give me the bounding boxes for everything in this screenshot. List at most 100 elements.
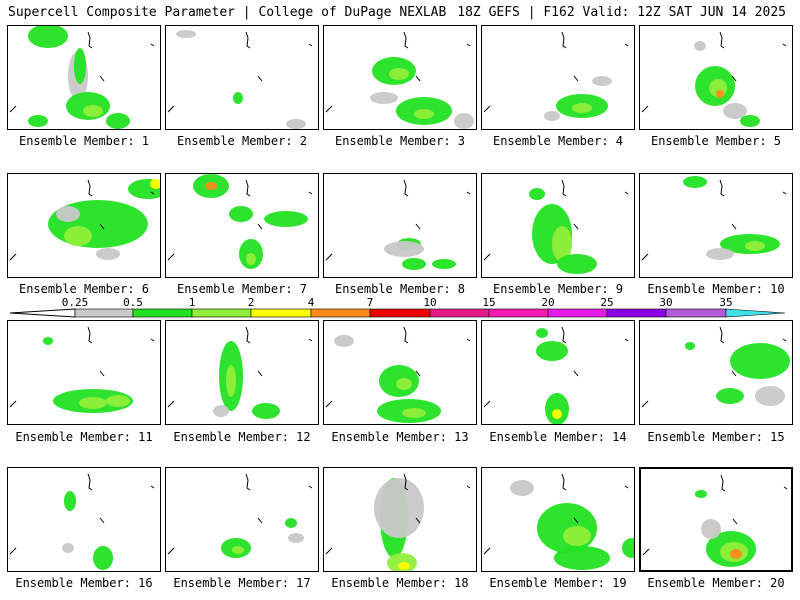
colorbar-tick-label: 0.25 xyxy=(61,296,89,309)
scp-contour xyxy=(414,109,434,119)
scp-contour xyxy=(552,409,562,419)
coastline xyxy=(624,191,629,195)
scp-contour xyxy=(64,226,92,246)
coastline xyxy=(325,400,333,408)
scp-contour xyxy=(716,388,744,404)
ensemble-panel[interactable] xyxy=(7,173,161,278)
colorbar-tick-label: 15 xyxy=(482,296,496,309)
ensemble-panel[interactable] xyxy=(165,320,319,425)
ensemble-panel[interactable] xyxy=(323,467,477,572)
coastline xyxy=(415,223,421,230)
scp-contour xyxy=(334,335,354,347)
coastline xyxy=(308,43,313,47)
ensemble-panel[interactable] xyxy=(323,320,477,425)
coastline xyxy=(641,253,649,261)
ensemble-panel[interactable] xyxy=(165,25,319,130)
ensemble-panel[interactable] xyxy=(7,25,161,130)
scp-contour xyxy=(723,103,747,119)
coastline xyxy=(731,223,737,230)
scp-contour xyxy=(510,480,534,496)
scp-contour xyxy=(402,258,426,270)
colorbar-swatch xyxy=(191,308,252,318)
scp-contour xyxy=(62,543,74,553)
ensemble-panel[interactable] xyxy=(481,467,635,572)
ensemble-panel[interactable] xyxy=(481,320,635,425)
coastline xyxy=(403,31,409,49)
page-title: Supercell Composite Parameter | College … xyxy=(8,5,447,20)
colorbar-tick-label: 20 xyxy=(541,296,555,309)
ensemble-panel[interactable] xyxy=(639,320,793,425)
coastline xyxy=(483,105,491,113)
ensemble-panel[interactable] xyxy=(481,25,635,130)
ensemble-panel[interactable] xyxy=(639,173,793,278)
scp-map xyxy=(325,326,471,423)
scp-contour xyxy=(93,546,113,570)
coastline xyxy=(561,179,567,197)
coastline xyxy=(150,338,155,342)
ensemble-panel[interactable] xyxy=(323,25,477,130)
coastline xyxy=(561,31,567,49)
scp-map xyxy=(167,473,313,558)
ensemble-member-label: Ensemble Member: 16 xyxy=(15,576,153,590)
coastline xyxy=(87,326,93,344)
coastline xyxy=(257,517,263,524)
coastline xyxy=(466,485,471,489)
coastline xyxy=(245,179,251,197)
scp-contour xyxy=(716,90,724,98)
coastline xyxy=(415,370,421,377)
scp-contour xyxy=(537,503,597,553)
scp-contour xyxy=(730,343,790,379)
scp-map xyxy=(167,326,313,419)
coastline xyxy=(731,75,737,82)
ensemble-panel[interactable] xyxy=(165,173,319,278)
scp-map xyxy=(9,26,155,129)
coastline xyxy=(99,223,105,230)
scp-contour xyxy=(545,393,569,424)
coastline xyxy=(403,473,409,491)
scp-map xyxy=(167,30,313,129)
scp-map xyxy=(325,473,471,571)
ensemble-member-label: Ensemble Member: 1 xyxy=(18,134,150,148)
scp-contour xyxy=(106,113,130,129)
scp-map xyxy=(641,326,790,408)
scp-contour xyxy=(370,92,398,104)
coastline xyxy=(308,191,313,195)
ensemble-member-label: Ensemble Member: 10 xyxy=(647,282,785,296)
coastline xyxy=(257,75,263,82)
scp-contour xyxy=(685,342,695,350)
scp-contour xyxy=(285,518,297,528)
colorbar-swatch xyxy=(369,308,431,318)
scp-contour xyxy=(694,41,706,51)
coastline xyxy=(624,43,629,47)
coastline xyxy=(150,191,155,195)
scp-map xyxy=(325,179,471,270)
ensemble-panel[interactable] xyxy=(7,467,161,572)
coastline xyxy=(641,105,649,113)
coastline xyxy=(641,400,649,408)
coastline xyxy=(245,326,251,344)
ensemble-panel[interactable] xyxy=(481,173,635,278)
scp-map xyxy=(483,179,629,274)
coastline xyxy=(245,473,251,491)
scp-contour xyxy=(286,119,306,129)
ensemble-panel[interactable] xyxy=(323,173,477,278)
coastline xyxy=(9,253,17,261)
coastline xyxy=(783,486,788,490)
ensemble-member-label: Ensemble Member: 3 xyxy=(334,134,466,148)
ensemble-panel[interactable] xyxy=(165,467,319,572)
scp-map xyxy=(9,326,155,413)
ensemble-panel[interactable] xyxy=(639,25,793,130)
ensemble-member-label: Ensemble Member: 9 xyxy=(492,282,624,296)
scp-map xyxy=(642,474,788,567)
coastline xyxy=(150,485,155,489)
colorbar-tick-label: 35 xyxy=(719,296,733,309)
coastline xyxy=(167,253,175,261)
ensemble-panel[interactable] xyxy=(7,320,161,425)
colorbar-swatch xyxy=(665,308,727,318)
coastline xyxy=(415,75,421,82)
ensemble-panel[interactable] xyxy=(639,467,793,572)
coastline xyxy=(87,179,93,197)
coastline xyxy=(483,547,491,555)
scp-contour xyxy=(176,30,196,38)
coastline xyxy=(403,179,409,197)
